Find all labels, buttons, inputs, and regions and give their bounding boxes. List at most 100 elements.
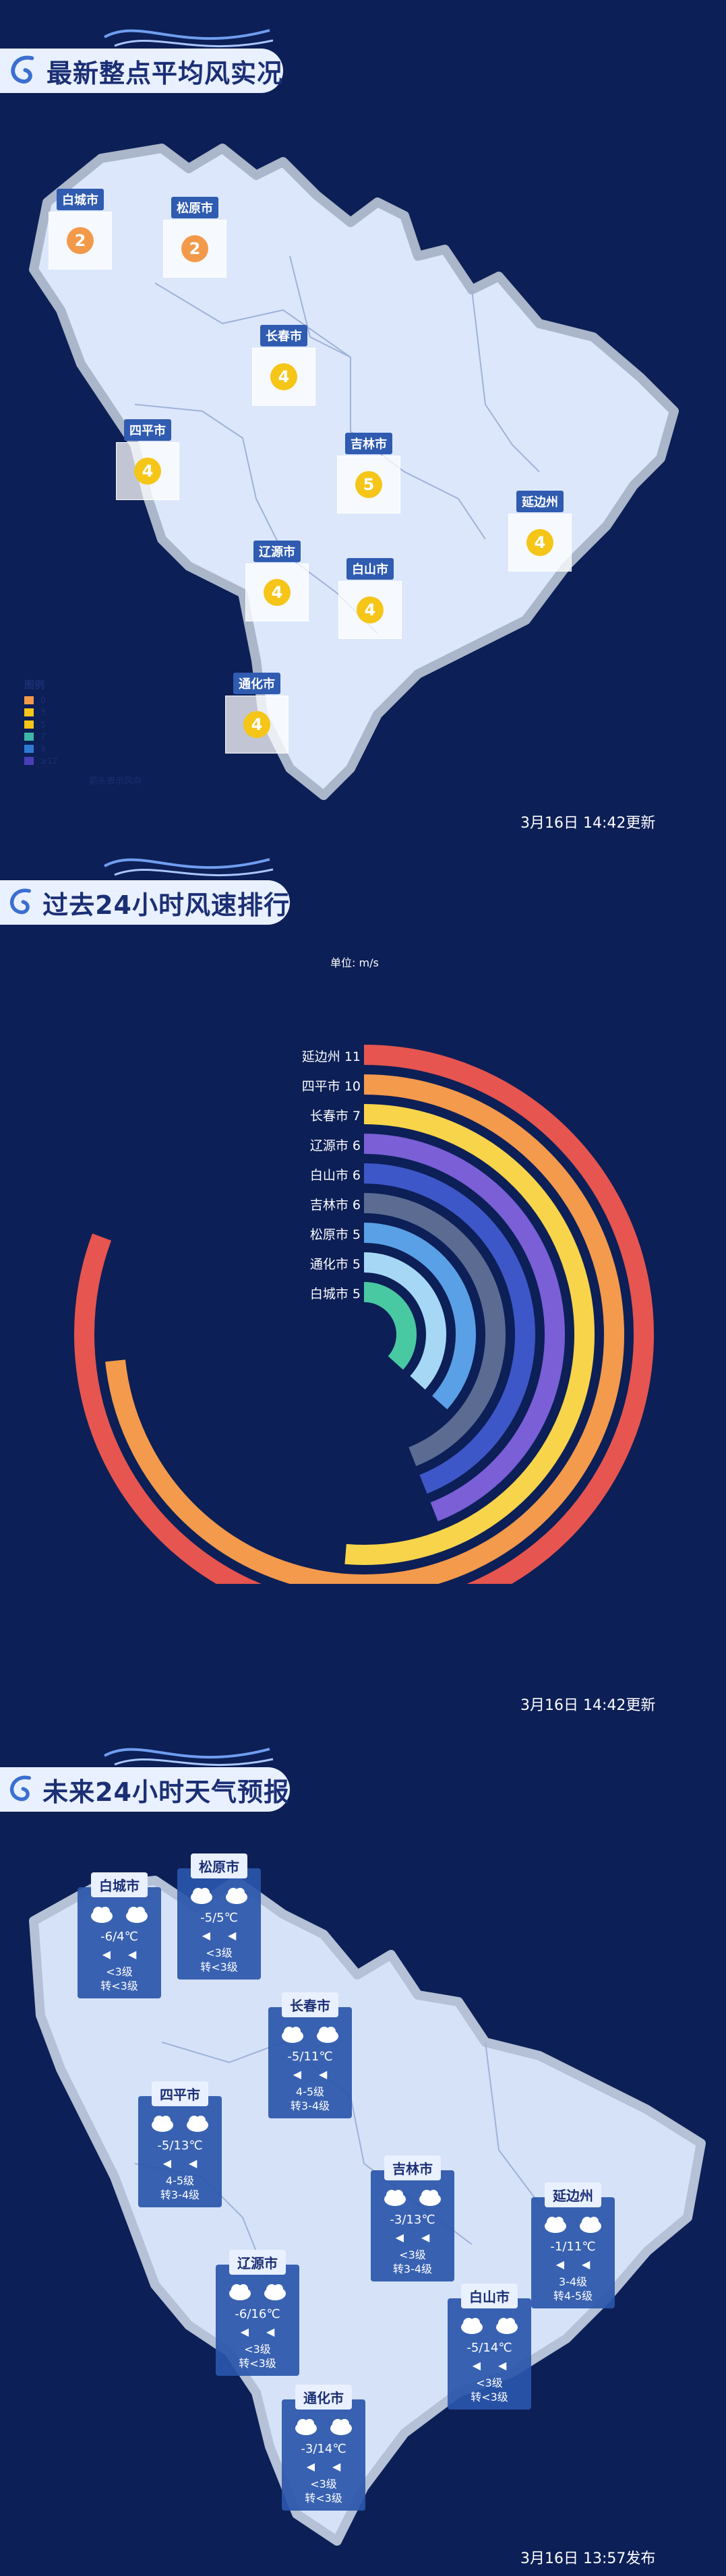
legend-row: 7 — [24, 731, 142, 743]
cloud-icon — [152, 2116, 173, 2132]
wind-direction-arrows: ◀ ◀ — [293, 2068, 328, 2081]
section-title-pill: 过去24小时风速排行 — [0, 880, 290, 925]
rank-city: 白城市 — [309, 1287, 349, 1301]
section-wind-ranking: 过去24小时风速排行 单位: m/s 延边州 11 四平市 10 长春市 7 辽源市 … — [0, 842, 726, 1732]
city-marker[interactable]: 延边州 4 — [508, 491, 572, 572]
section-title-pill: 最新整点平均风实况 — [0, 49, 283, 93]
legend-label: 3 — [40, 708, 46, 717]
wind-arrow-icon: ◀ — [189, 2157, 198, 2170]
forecast-temperature: -3/13℃ — [390, 2213, 435, 2227]
forecast-temperature: -5/11℃ — [287, 2050, 333, 2064]
forecast-card[interactable]: 吉林市 -3/13℃ ◀ ◀ <3级 转3-4级 — [371, 2155, 454, 2281]
forecast-wind: 4-5级 转3-4级 — [290, 2085, 330, 2112]
rank-label: 四平市 10 — [302, 1076, 361, 1095]
section-wind-observation: 最新整点平均风实况 白城市 2 松原市 2 长春市 4 四平市 4 吉林市 5 … — [0, 0, 726, 842]
forecast-temperature: -1/11℃ — [550, 2240, 596, 2254]
wind-level-circle: 2 — [67, 227, 94, 254]
weather-icons — [189, 1884, 249, 1907]
wind-arrow-icon: ◀ — [395, 2231, 404, 2244]
city-label: 辽源市 — [253, 541, 301, 562]
city-marker[interactable]: 松原市 2 — [163, 197, 226, 278]
rank-value: 5 — [352, 1257, 361, 1272]
rank-city: 通化市 — [309, 1257, 349, 1272]
legend-row: 3 — [24, 706, 142, 718]
wind-level-circle: 4 — [264, 579, 291, 606]
forecast-wind: <3级 转<3级 — [200, 1946, 238, 1973]
rank-label: 白城市 5 — [310, 1284, 361, 1302]
forecast-card[interactable]: 松原市 -5/5℃ ◀ ◀ <3级 转<3级 — [177, 1853, 261, 1980]
cloud-icon — [419, 2190, 441, 2206]
legend-title: 图例 — [24, 679, 45, 691]
wind-value-box: 2 — [163, 220, 226, 278]
cloud-icon — [187, 2116, 208, 2132]
wind-arrow-icon: ◀ — [228, 1929, 237, 1942]
city-marker[interactable]: 辽源市 4 — [245, 541, 309, 621]
rank-value: 5 — [352, 1287, 361, 1301]
forecast-card[interactable]: 白山市 -5/14℃ ◀ ◀ <3级 转<3级 — [448, 2283, 531, 2410]
forecast-card[interactable]: 辽源市 -6/16℃ ◀ ◀ <3级 转<3级 — [216, 2250, 299, 2376]
legend-row: ≥12 — [24, 755, 142, 767]
forecast-card[interactable]: 长春市 -5/11℃ ◀ ◀ 4-5级 转3-4级 — [268, 1992, 352, 2118]
wind-value-box: 4 — [225, 696, 289, 754]
wind-level-circle: 4 — [526, 529, 553, 556]
cloud-icon — [282, 2027, 303, 2043]
city-marker[interactable]: 白山市 4 — [338, 558, 402, 639]
legend-swatch — [24, 733, 34, 741]
rank-value: 5 — [352, 1227, 361, 1242]
cloud-icon — [461, 2318, 483, 2334]
wave-decoration — [104, 1748, 274, 1767]
wind-arrow-icon: ◀ — [202, 1929, 210, 1942]
rank-value: 7 — [352, 1109, 361, 1124]
wind-arrow-icon: ◀ — [306, 2460, 315, 2473]
update-time-2: 3月16日 14:42更新 — [520, 1697, 656, 1714]
cloud-icon — [229, 2284, 251, 2300]
forecast-card[interactable]: 四平市 -5/13℃ ◀ ◀ 4-5级 转3-4级 — [138, 2081, 222, 2207]
wind-arrow-icon: ◀ — [555, 2258, 564, 2271]
wind-value-box: 4 — [338, 581, 402, 639]
wind-value-box: 4 — [508, 514, 572, 572]
legend-swatch — [24, 708, 34, 716]
wind-value-box: 4 — [245, 563, 309, 621]
forecast-card[interactable]: 白城市 -6/4℃ ◀ ◀ <3级 转<3级 — [78, 1872, 161, 1998]
wind-direction-arrows: ◀ ◀ — [202, 1929, 237, 1942]
rank-label: 辽源市 6 — [310, 1136, 361, 1154]
weather-icons — [280, 2023, 340, 2046]
rank-value: 6 — [352, 1198, 361, 1213]
city-label: 白山市 — [346, 558, 394, 580]
section-title-pill: 未来24小时天气预报 — [0, 1767, 290, 1812]
rank-value: 10 — [344, 1079, 361, 1094]
forecast-temperature: -6/16℃ — [235, 2307, 280, 2321]
wind-direction-arrows: ◀ ◀ — [102, 1948, 137, 1961]
rank-arc — [74, 1045, 654, 1584]
wind-arrow-icon: ◀ — [128, 1948, 137, 1961]
forecast-wind: 4-5级 转3-4级 — [160, 2174, 200, 2201]
city-marker[interactable]: 吉林市 5 — [337, 433, 400, 514]
city-marker[interactable]: 四平市 4 — [116, 419, 179, 500]
cloud-icon — [126, 1907, 148, 1923]
wind-value-box: 2 — [49, 212, 112, 270]
rank-arc — [363, 1252, 446, 1390]
cloud-icon — [264, 2284, 286, 2300]
forecast-card[interactable]: 通化市 -3/14℃ ◀ ◀ <3级 转<3级 — [282, 2385, 365, 2511]
city-marker[interactable]: 长春市 4 — [252, 325, 315, 406]
wind-direction-arrows: ◀ ◀ — [473, 2359, 507, 2372]
rank-label: 延边州 11 — [302, 1047, 361, 1065]
forecast-city: 四平市 — [152, 2081, 208, 2106]
wind-arrow-icon: ◀ — [102, 1948, 111, 1961]
rank-label: 松原市 5 — [310, 1225, 361, 1243]
city-marker[interactable]: 白城市 2 — [49, 189, 112, 270]
wind-level-circle: 4 — [270, 363, 297, 390]
wind-arrow-icon: ◀ — [582, 2258, 591, 2271]
cloud-icon — [496, 2318, 518, 2334]
forecast-city: 白城市 — [91, 1872, 148, 1897]
cloud-icon — [295, 2419, 317, 2435]
update-time-1: 3月16日 14:42更新 — [520, 815, 656, 832]
city-marker[interactable]: 通化市 4 — [225, 673, 289, 754]
wind-direction-arrows: ◀ ◀ — [396, 2231, 430, 2244]
rank-city: 延边州 — [301, 1049, 340, 1064]
forecast-temperature: -6/4℃ — [100, 1930, 138, 1944]
legend-label: 5 — [40, 720, 46, 729]
forecast-card[interactable]: 延边州 -1/11℃ ◀ ◀ 3-4级 转4-5级 — [531, 2182, 615, 2308]
swirl-icon — [11, 55, 34, 84]
wind-arrow-icon: ◀ — [472, 2359, 481, 2372]
